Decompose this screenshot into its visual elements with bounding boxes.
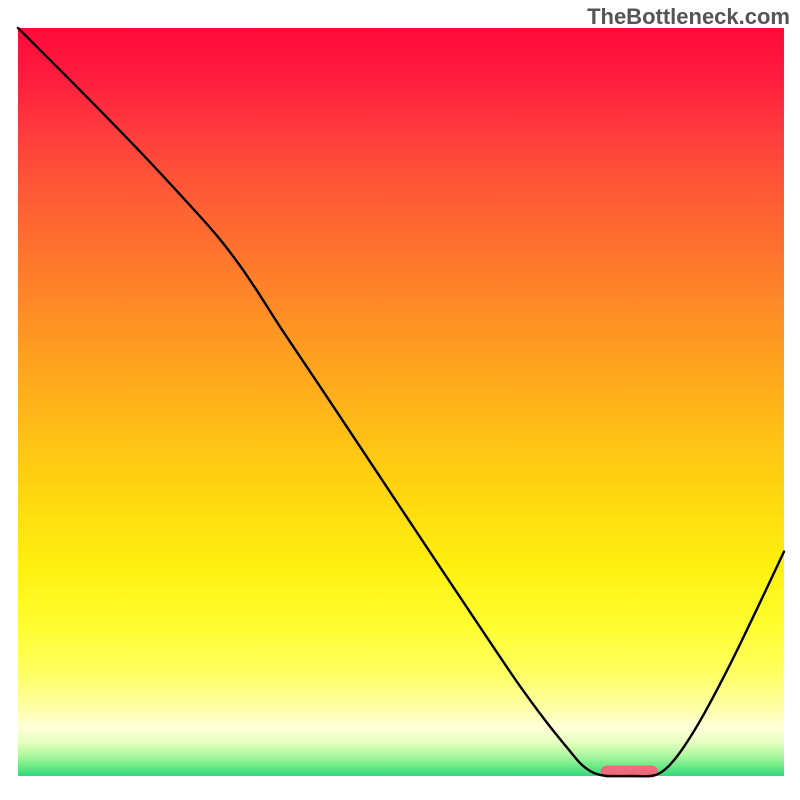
chart-container: { "watermark": { "text": "TheBottleneck.… bbox=[0, 0, 800, 800]
chart-svg bbox=[0, 0, 800, 800]
watermark-text: TheBottleneck.com bbox=[587, 4, 790, 30]
plot-background bbox=[18, 28, 784, 776]
